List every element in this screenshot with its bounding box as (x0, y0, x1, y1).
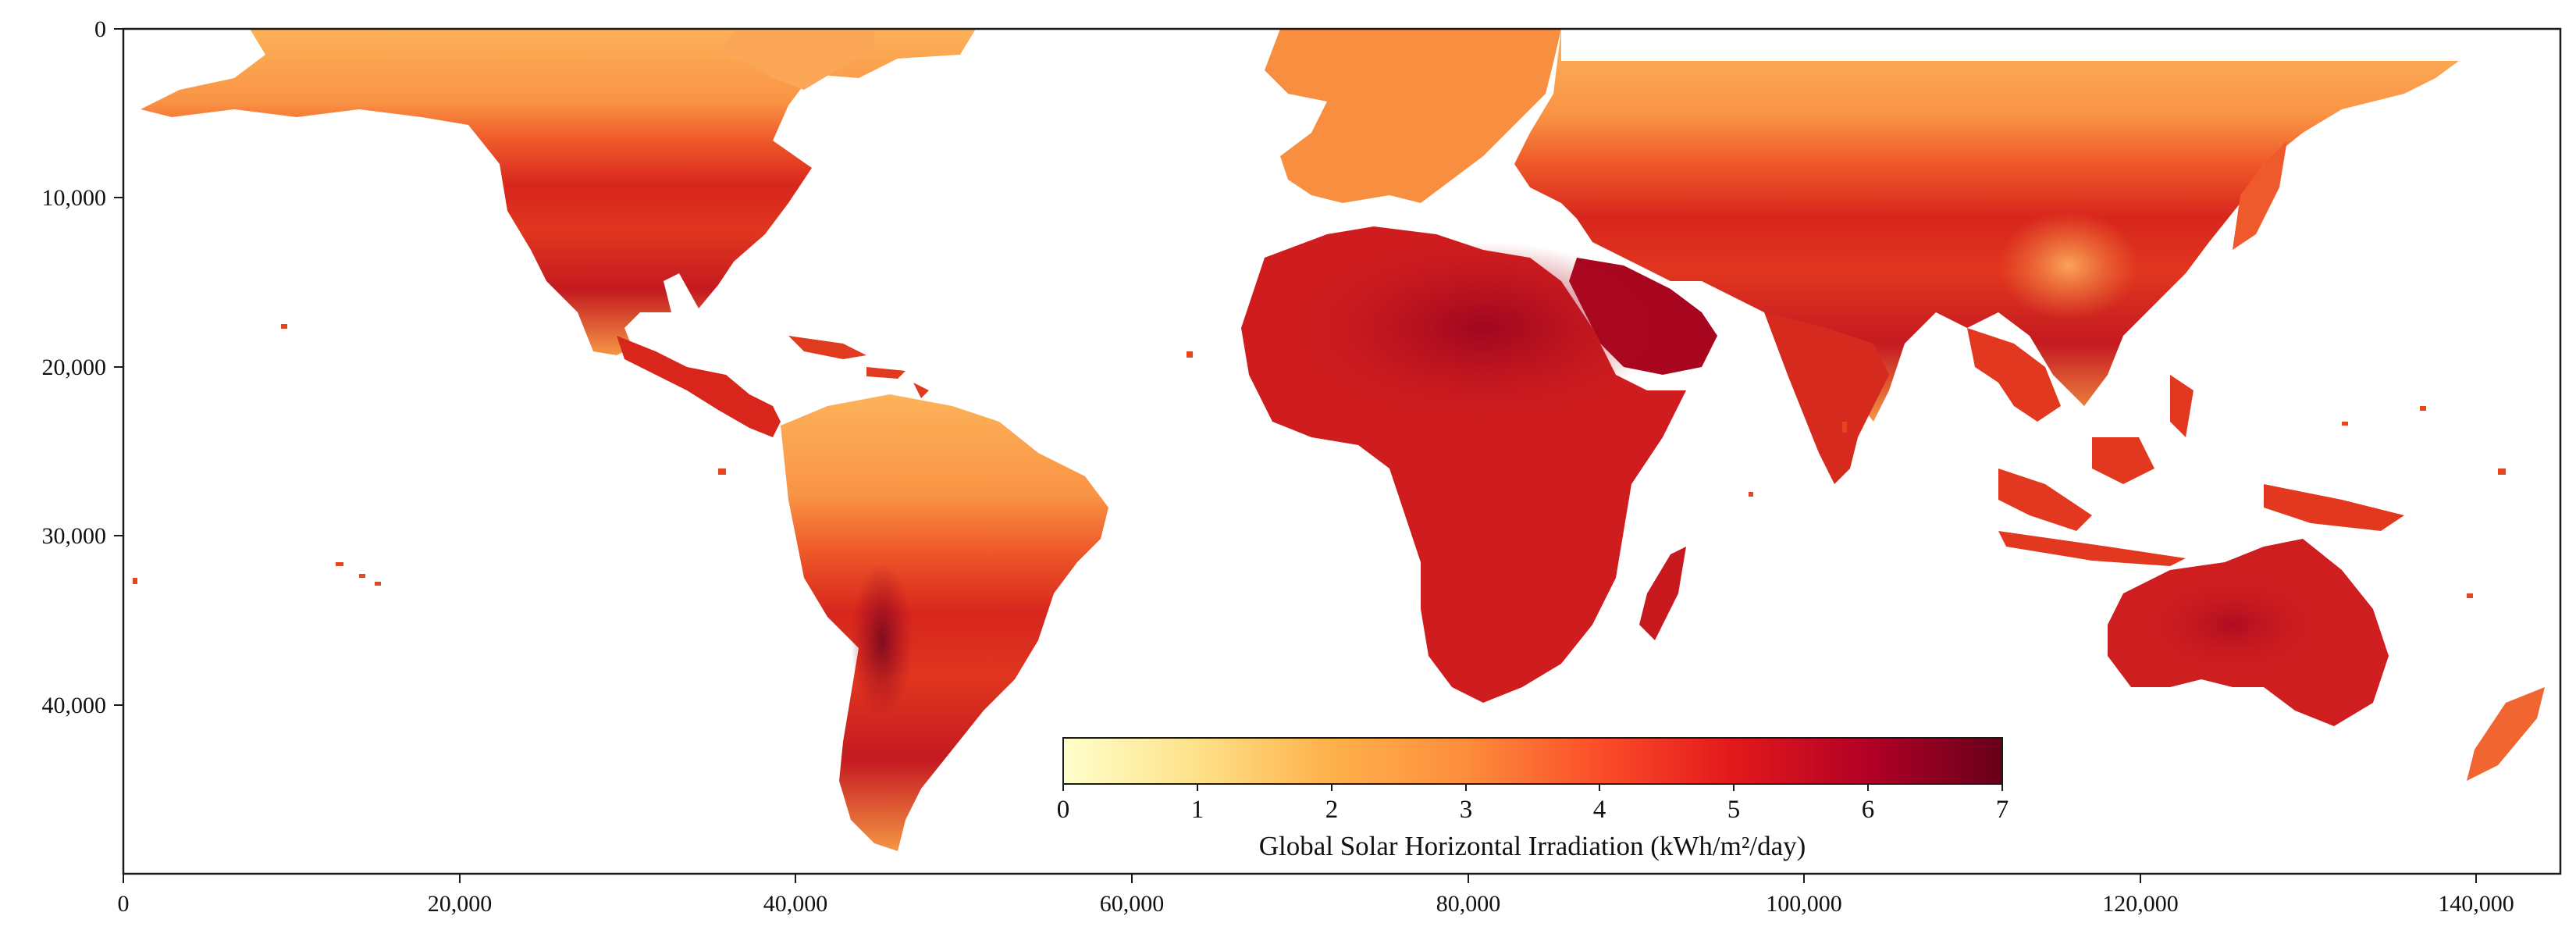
colorbar: 0 1 2 3 4 5 6 7 Global Solar Horizontal … (1057, 737, 2009, 861)
x-tick-label: 40,000 (763, 891, 828, 917)
sahara-high-irradiation (1304, 242, 1663, 414)
y-tick-label: 30,000 (42, 523, 107, 549)
x-tick-label: 140,000 (2438, 891, 2514, 917)
colorbar-tick-label: 5 (1727, 796, 1741, 824)
europe (1265, 29, 1561, 203)
colorbar-tick-label: 1 (1191, 796, 1204, 824)
central-america (617, 336, 781, 437)
y-tick: 10,000 (42, 185, 123, 211)
y-tick: 0 (94, 16, 123, 42)
x-axis: 0 20,000 40,000 60,000 80,000 100,000 12… (118, 874, 2514, 917)
north-america (141, 29, 976, 355)
y-tick: 20,000 (42, 354, 123, 380)
colorbar-label: Global Solar Horizontal Irradiation (kWh… (1259, 831, 1806, 861)
x-tick: 80,000 (1436, 874, 1501, 917)
southeast-asia (1967, 328, 2404, 566)
y-tick: 40,000 (42, 693, 123, 718)
y-tick: 30,000 (42, 523, 123, 549)
colorbar-tick-label: 2 (1325, 796, 1339, 824)
colorbar-tick-label: 7 (1996, 796, 2009, 824)
colorbar-tick-label: 4 (1593, 796, 1606, 824)
asia (1514, 29, 2459, 422)
japan (2233, 141, 2287, 250)
x-tick: 0 (118, 874, 130, 917)
x-tick: 120,000 (2102, 874, 2179, 917)
south-america (781, 394, 1108, 851)
greenland (718, 31, 874, 90)
x-tick-label: 100,000 (1766, 891, 1842, 917)
y-tick-label: 10,000 (42, 185, 107, 211)
pacific-islands (133, 324, 2506, 598)
x-tick-label: 0 (118, 891, 130, 917)
x-tick: 40,000 (763, 874, 828, 917)
colorbar-tick-label: 0 (1057, 796, 1070, 824)
y-tick-label: 0 (94, 16, 106, 42)
colorbar-gradient (1062, 737, 2003, 785)
indian-subcontinent (1764, 312, 1889, 484)
y-tick-label: 20,000 (42, 354, 107, 380)
colorbar-tick-label: 3 (1460, 796, 1473, 824)
x-tick: 20,000 (428, 874, 493, 917)
x-tick-label: 120,000 (2102, 891, 2179, 917)
colorbar-tick-label: 6 (1862, 796, 1875, 824)
y-axis: 0 10,000 20,000 30,000 40,000 (42, 16, 123, 718)
new-zealand (2467, 687, 2545, 781)
land-masses (133, 29, 2545, 851)
x-tick-label: 80,000 (1436, 891, 1501, 917)
y-tick-label: 40,000 (42, 693, 107, 718)
x-tick: 60,000 (1100, 874, 1165, 917)
andes-high-irradiation (851, 562, 913, 718)
caribbean-islands (788, 336, 929, 398)
central-australia-high-irradiation (2147, 578, 2318, 672)
x-tick-label: 20,000 (428, 891, 493, 917)
x-tick-label: 60,000 (1100, 891, 1165, 917)
madagascar (1639, 547, 1686, 640)
map-frame (122, 27, 2562, 875)
colorbar-ticks (1062, 784, 2003, 791)
x-tick: 140,000 (2438, 874, 2514, 917)
x-tick: 100,000 (1766, 874, 1842, 917)
eastern-china-low-irradiation (1998, 211, 2139, 320)
